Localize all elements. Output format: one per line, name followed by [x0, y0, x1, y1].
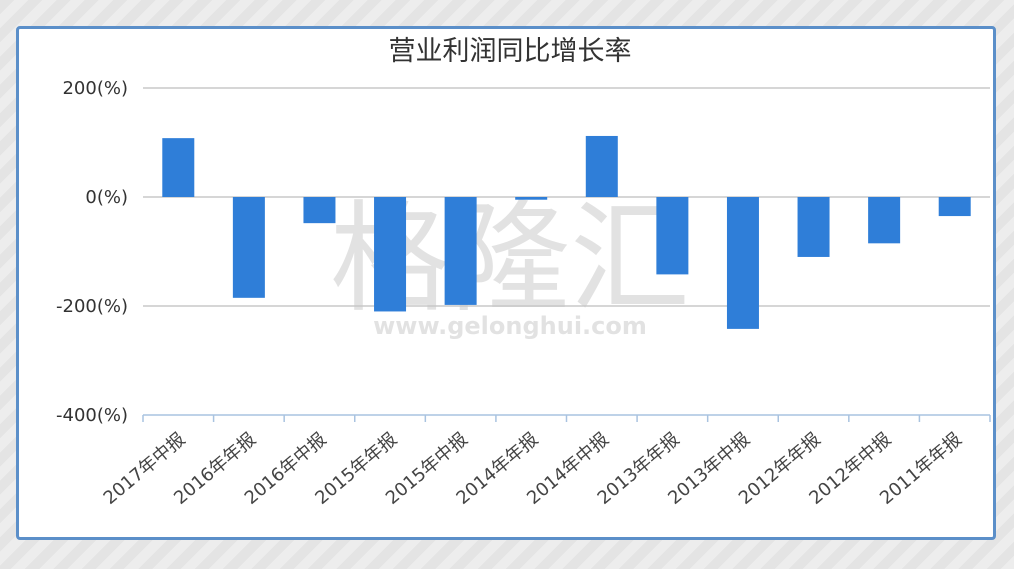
y-tick-label: 200(%) [62, 78, 128, 99]
bar [585, 135, 618, 197]
bars [162, 135, 971, 329]
bar [303, 197, 336, 224]
bar [374, 197, 407, 312]
bar [868, 197, 901, 244]
x-axis: 2017年中报2016年年报2016年中报2015年年报2015年中报2014年… [100, 414, 991, 509]
bar [797, 197, 830, 257]
bar [938, 197, 971, 217]
y-axis: 200(%) 0(%) -200(%) -400(%) [56, 78, 128, 426]
bar [162, 138, 195, 197]
bar [726, 197, 759, 329]
bar [444, 197, 477, 305]
bar [656, 197, 689, 275]
bar [232, 197, 265, 298]
watermark-url: www.gelonghui.com [373, 312, 647, 340]
grid [143, 87, 990, 307]
chart-panel [16, 26, 996, 540]
y-tick-label: 0(%) [85, 187, 128, 208]
bar [515, 197, 548, 200]
chart-title: 营业利润同比增长率 [389, 36, 632, 67]
y-tick-label: -200(%) [56, 296, 128, 317]
y-tick-label: -400(%) [56, 405, 128, 426]
